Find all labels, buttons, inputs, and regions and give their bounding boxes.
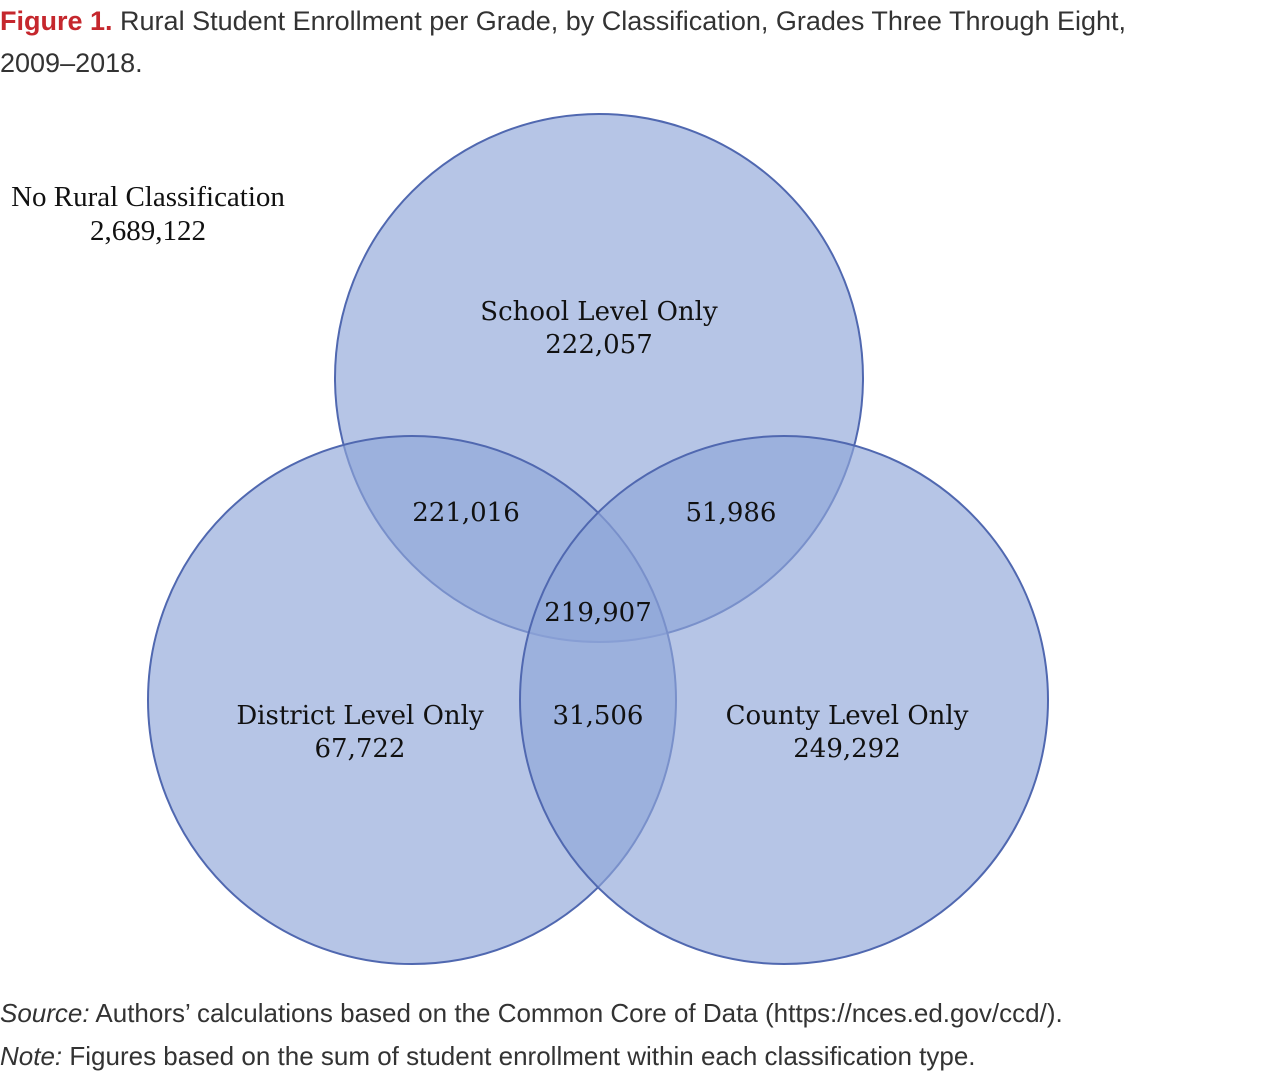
all-three-value: 219,907	[544, 598, 652, 628]
note-label: Note:	[0, 1041, 63, 1071]
school-label: School Level Only	[480, 297, 718, 327]
outside-label: No Rural Classification	[11, 181, 285, 213]
outside-region: No Rural Classification 2,689,122	[11, 181, 285, 247]
school-county-value: 51,986	[686, 498, 777, 528]
school-value: 222,057	[545, 330, 653, 360]
school-district-value: 221,016	[412, 498, 520, 528]
note-text: Figures based on the sum of student enro…	[62, 1041, 976, 1071]
school-region: School Level Only 222,057	[480, 297, 718, 360]
figure-title-text: Rural Student Enrollment per Grade, by C…	[120, 6, 1127, 36]
source-label: Source:	[0, 998, 90, 1028]
figure-number: Figure 1.	[0, 6, 113, 36]
district-label: District Level Only	[236, 701, 484, 731]
figure-title-text-line2: 2009–2018.	[0, 48, 143, 78]
district-region: District Level Only 67,722	[236, 701, 484, 764]
figure-note: Note: Figures based on the sum of studen…	[0, 1035, 1280, 1078]
footnotes: Source: Authors’ calculations based on t…	[0, 992, 1280, 1078]
district-value: 67,722	[315, 734, 406, 764]
outside-value: 2,689,122	[90, 215, 206, 247]
source-note: Source: Authors’ calculations based on t…	[0, 992, 1280, 1035]
district-county-value: 31,506	[553, 701, 644, 731]
county-circle	[519, 435, 1049, 965]
county-region: County Level Only 249,292	[726, 701, 969, 764]
figure-title: Figure 1. Rural Student Enrollment per G…	[0, 0, 1280, 84]
source-text: Authors’ calculations based on the Commo…	[89, 998, 1063, 1028]
county-value: 249,292	[793, 734, 901, 764]
county-label: County Level Only	[726, 701, 969, 731]
venn-circles	[147, 113, 1049, 965]
